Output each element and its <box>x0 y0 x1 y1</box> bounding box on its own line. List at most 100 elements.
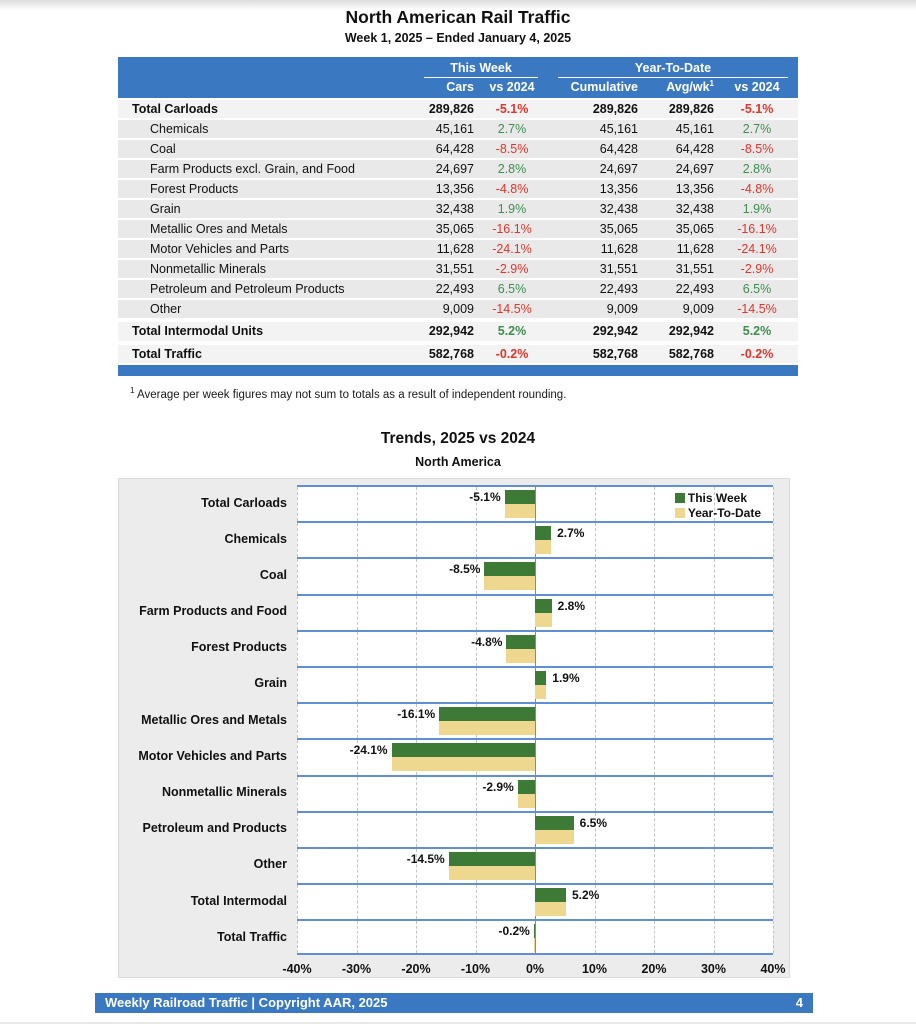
bar-value-label: 2.7% <box>557 526 585 541</box>
chart-row: Forest Products -4.8% <box>119 629 774 666</box>
table-row: Total Carloads 289,826 -5.1% 289,826 289,826… <box>118 99 798 118</box>
gridline <box>654 667 655 703</box>
table-row: Motor Vehicles and Parts 11,628 -24.1% 11,6… <box>118 239 798 258</box>
avgwk-value: 24,697 <box>675 161 714 176</box>
chart-band: 6.5% <box>297 810 774 847</box>
chart-x-axis: -40% -30% -20% -10% 0% 10% 20% 30% 40% <box>282 962 785 980</box>
zero-line <box>535 848 536 884</box>
zero-line <box>535 704 536 739</box>
table-body: Total Carloads 289,826 -5.1% 289,826 289,826… <box>118 99 798 363</box>
bar-value-label: -14.5% <box>406 851 445 866</box>
group-header-this-week: This Week <box>414 57 548 79</box>
table-row: Petroleum and Petroleum Products 22,493 6.… <box>118 279 798 298</box>
gridline <box>356 812 358 847</box>
avgwk-value: 292,942 <box>668 324 714 338</box>
gridline <box>654 523 655 558</box>
gridline <box>773 631 774 666</box>
gridline <box>356 885 358 920</box>
ytd-vs2024-value: 6.5% <box>742 281 772 296</box>
gridline <box>475 523 477 558</box>
chart-legend: This Week Year-To-Date <box>674 490 761 520</box>
chart-row: Total Traffic -0.2% <box>119 919 774 956</box>
x-axis-tick: -10% <box>460 962 491 976</box>
vs2024-value: -2.9% <box>495 261 529 276</box>
cumulative-value: 22,493 <box>599 281 638 296</box>
vs2024-value: 2.8% <box>497 161 527 176</box>
gridline <box>713 487 715 522</box>
cumulative-value: 289,826 <box>592 101 638 116</box>
table-row: Chemicals 45,161 2.7% 45,161 45,161 2.7% <box>118 119 798 138</box>
bar-year-to-date <box>535 684 547 699</box>
cars-value: 32,438 <box>435 201 474 216</box>
gridline <box>713 885 715 920</box>
page-number: 4 <box>795 995 803 1010</box>
vs2024-value: 1.9% <box>497 201 527 216</box>
chart-category-label: Total Carloads <box>201 495 287 510</box>
row-label: Motor Vehicles and Parts <box>150 241 289 256</box>
gridline <box>594 667 596 703</box>
col-header-cumulative: Cumulative <box>570 80 638 94</box>
gridline <box>654 631 655 666</box>
bar-value-label: -0.2% <box>498 924 530 939</box>
gridline <box>475 631 477 666</box>
table-row: Total Intermodal Units 292,942 5.2% 292,942… <box>118 322 798 341</box>
gridline <box>654 812 655 847</box>
bar-year-to-date <box>517 793 535 808</box>
gridline <box>475 595 477 630</box>
cars-value: 22,493 <box>435 281 474 296</box>
row-label: Total Carloads <box>132 101 218 116</box>
avgwk-value: 13,356 <box>675 181 714 196</box>
chart-row: Grain 1.9% <box>119 665 774 703</box>
chart-band: 1.9% <box>297 665 774 703</box>
cars-value: 11,628 <box>436 241 474 256</box>
gridline <box>475 812 477 847</box>
zero-line <box>535 776 536 811</box>
chart-row: Coal -8.5% <box>119 557 774 594</box>
row-label: Nonmetallic Minerals <box>150 261 267 276</box>
gridline <box>594 812 596 847</box>
avgwk-value: 64,428 <box>675 141 714 156</box>
row-label: Farm Products excl. Grain, and Food <box>150 161 355 176</box>
x-axis-tick: 10% <box>581 962 608 976</box>
gridline <box>416 559 417 594</box>
avgwk-value: 582,768 <box>668 346 714 361</box>
gridline <box>475 559 477 594</box>
header-underline <box>558 76 788 78</box>
gridline <box>297 848 298 884</box>
x-axis-tick: 20% <box>641 962 667 976</box>
gridline <box>713 848 715 884</box>
bar-value-label: 1.9% <box>552 670 580 685</box>
gridline <box>594 487 596 522</box>
gridline <box>654 704 655 739</box>
ytd-vs2024-value: -16.1% <box>737 221 777 236</box>
zero-line <box>535 487 536 522</box>
gridline <box>773 885 774 920</box>
chart-category-label: Motor Vehicles and Parts <box>138 748 287 763</box>
gridline <box>297 559 298 594</box>
gridline <box>356 740 358 775</box>
chart-band: 5.2% <box>297 883 774 920</box>
chart-band: -0.2% <box>297 919 774 956</box>
legend-label: Year-To-Date <box>687 505 761 520</box>
group-header-label: Year-To-Date <box>634 61 712 75</box>
avgwk-value: 11,628 <box>676 241 714 256</box>
chart-row: Total Carloads -5.1% This Week Year-To-Date <box>119 485 774 522</box>
gridline <box>297 812 298 847</box>
gridline <box>594 704 596 739</box>
chart-band: 2.8% <box>297 593 774 630</box>
table-row: Other 9,009 -14.5% 9,009 9,009 -14.5% <box>118 299 798 318</box>
chart-row: Metallic Ores and Metals -16.1% <box>119 702 774 739</box>
bar-value-label: -5.1% <box>469 490 501 504</box>
cumulative-value: 582,768 <box>592 346 638 361</box>
bar-value-label: 5.2% <box>571 888 600 903</box>
gridline <box>713 667 715 703</box>
gridline <box>297 885 298 920</box>
chart-category-label: Grain <box>254 676 287 691</box>
cars-value: 582,768 <box>428 346 474 361</box>
table-header: This Week Year-To-Date Cars vs 2024 Cumu… <box>118 57 798 98</box>
gridline <box>773 740 774 775</box>
gridline <box>594 921 596 954</box>
table-bottom-bar <box>118 365 798 376</box>
chart-band: -2.9% <box>297 774 774 811</box>
bar-year-to-date <box>535 902 566 917</box>
